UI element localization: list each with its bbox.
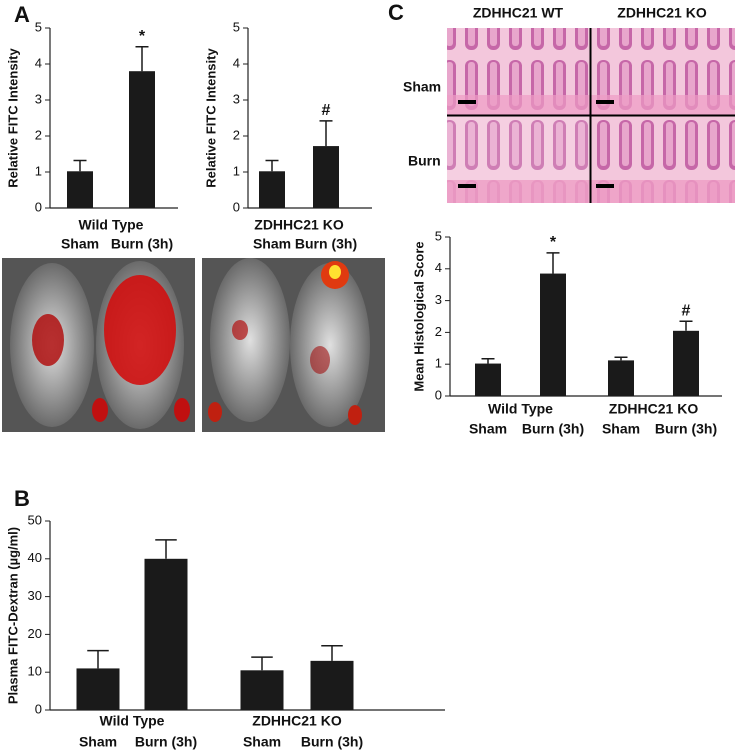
x-tick-label: Burn (3h): [522, 421, 584, 437]
histology-row: Sham: [403, 79, 441, 95]
bar: [240, 670, 284, 710]
y-tick-label: 1: [233, 163, 240, 178]
bar: [313, 146, 339, 208]
y-tick-label: 4: [35, 55, 42, 70]
bar: [475, 363, 501, 396]
bar: [129, 71, 155, 208]
y-tick-label: 3: [435, 292, 442, 307]
y-tick-label: 30: [28, 588, 42, 603]
y-tick-label: 0: [233, 199, 240, 214]
x-tick-label: Burn (3h): [655, 421, 717, 437]
x-tick-label: Burn (3h): [135, 734, 197, 750]
histology-image: [447, 28, 735, 203]
y-tick-label: 0: [35, 199, 42, 214]
significance-marker: #: [322, 102, 331, 119]
y-tick-label: 3: [233, 91, 240, 106]
significance-marker: *: [139, 28, 146, 45]
y-tick-label: 3: [35, 91, 42, 106]
error-bar: [135, 45, 149, 72]
fluorescence-image: [202, 258, 385, 432]
x-tick-label: Sham: [253, 236, 291, 252]
y-axis-label: Relative FITC Intensity: [203, 48, 218, 188]
y-tick-label: 2: [435, 324, 442, 339]
error-bar: [251, 656, 273, 671]
group-label: ZDHHC21 KO: [254, 217, 344, 233]
significance-marker: *: [550, 234, 557, 251]
histology-column: ZDHHC21 WT: [473, 5, 564, 21]
panel-label: A: [14, 2, 30, 27]
fluorescence-image: [2, 258, 195, 432]
error-bar: [481, 358, 495, 364]
error-bar: [614, 356, 628, 361]
error-bar: [73, 159, 87, 172]
bar: [673, 330, 699, 396]
bar: [144, 558, 188, 710]
group-label: Wild Type: [79, 217, 144, 233]
y-tick-label: 5: [233, 19, 240, 34]
x-tick-label: Sham: [79, 734, 117, 750]
bar: [540, 273, 566, 396]
y-tick-label: 5: [35, 19, 42, 34]
y-tick-label: 10: [28, 664, 42, 679]
y-axis-label: Relative FITC Intensity: [5, 48, 20, 188]
bar: [259, 171, 285, 208]
panel-label: B: [14, 486, 30, 511]
y-axis-label: Plasma FITC-Dextran (µg/ml): [5, 527, 20, 704]
histology-column: ZDHHC21 KO: [617, 5, 707, 21]
x-tick-label: Burn (3h): [295, 236, 357, 252]
x-tick-label: Burn (3h): [111, 236, 173, 252]
error-bar: [155, 539, 177, 559]
bar: [310, 660, 354, 710]
y-tick-label: 2: [35, 127, 42, 142]
bar: [76, 668, 120, 710]
y-tick-label: 1: [435, 356, 442, 371]
significance-marker: #: [682, 302, 691, 319]
error-bar: [87, 649, 109, 669]
y-tick-label: 5: [435, 228, 442, 243]
y-tick-label: 50: [28, 512, 42, 527]
y-tick-label: 1: [35, 163, 42, 178]
histology-row: Burn: [408, 153, 441, 169]
error-bar: [321, 644, 343, 661]
group-label: ZDHHC21 KO: [252, 713, 342, 729]
group-label: Wild Type: [100, 713, 165, 729]
y-tick-label: 4: [233, 55, 240, 70]
error-bar: [546, 252, 560, 274]
bar: [67, 171, 93, 208]
error-bar: [319, 120, 333, 147]
group-label: Wild Type: [488, 401, 553, 417]
panel-label: C: [388, 0, 404, 25]
y-tick-label: 0: [435, 387, 442, 402]
y-tick-label: 20: [28, 626, 42, 641]
bar: [608, 360, 634, 396]
y-tick-label: 4: [435, 260, 442, 275]
x-tick-label: Sham: [61, 236, 99, 252]
x-tick-label: Sham: [243, 734, 281, 750]
x-tick-label: Sham: [602, 421, 640, 437]
error-bar: [679, 320, 693, 331]
y-tick-label: 0: [35, 701, 42, 716]
x-tick-label: Sham: [469, 421, 507, 437]
y-tick-label: 40: [28, 550, 42, 565]
x-tick-label: Burn (3h): [301, 734, 363, 750]
error-bar: [265, 159, 279, 172]
y-tick-label: 2: [233, 127, 240, 142]
group-label: ZDHHC21 KO: [609, 401, 699, 417]
y-axis-label: Mean Histological Score: [411, 241, 426, 391]
